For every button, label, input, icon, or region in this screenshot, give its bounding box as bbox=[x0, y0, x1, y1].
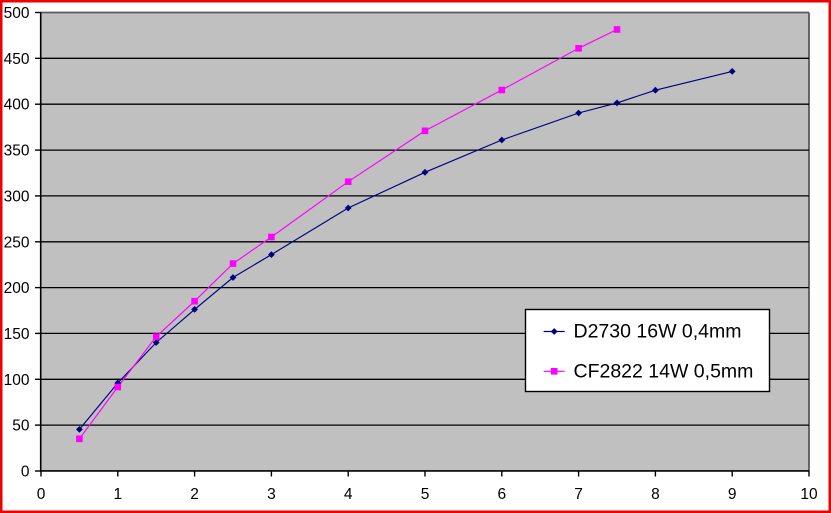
svg-text:6: 6 bbox=[497, 486, 506, 503]
svg-text:3: 3 bbox=[267, 486, 276, 503]
svg-text:8: 8 bbox=[651, 486, 660, 503]
svg-text:400: 400 bbox=[4, 97, 30, 114]
svg-text:7: 7 bbox=[574, 486, 583, 503]
svg-text:200: 200 bbox=[4, 280, 30, 297]
svg-text:4: 4 bbox=[344, 486, 353, 503]
svg-text:2: 2 bbox=[190, 486, 199, 503]
svg-text:500: 500 bbox=[4, 5, 30, 22]
svg-text:300: 300 bbox=[4, 188, 30, 205]
svg-text:250: 250 bbox=[4, 234, 30, 251]
svg-text:450: 450 bbox=[4, 51, 30, 68]
svg-text:5: 5 bbox=[421, 486, 430, 503]
svg-text:0: 0 bbox=[21, 464, 30, 481]
svg-text:150: 150 bbox=[4, 326, 30, 343]
svg-text:1: 1 bbox=[113, 486, 122, 503]
svg-text:50: 50 bbox=[12, 418, 30, 435]
svg-text:9: 9 bbox=[728, 486, 737, 503]
svg-text:D2730 16W 0,4mm: D2730 16W 0,4mm bbox=[574, 321, 742, 343]
svg-text:350: 350 bbox=[4, 143, 30, 160]
svg-text:CF2822 14W 0,5mm: CF2822 14W 0,5mm bbox=[574, 360, 754, 382]
svg-text:0: 0 bbox=[37, 486, 46, 503]
svg-text:100: 100 bbox=[4, 372, 30, 389]
svg-text:10: 10 bbox=[800, 486, 818, 503]
